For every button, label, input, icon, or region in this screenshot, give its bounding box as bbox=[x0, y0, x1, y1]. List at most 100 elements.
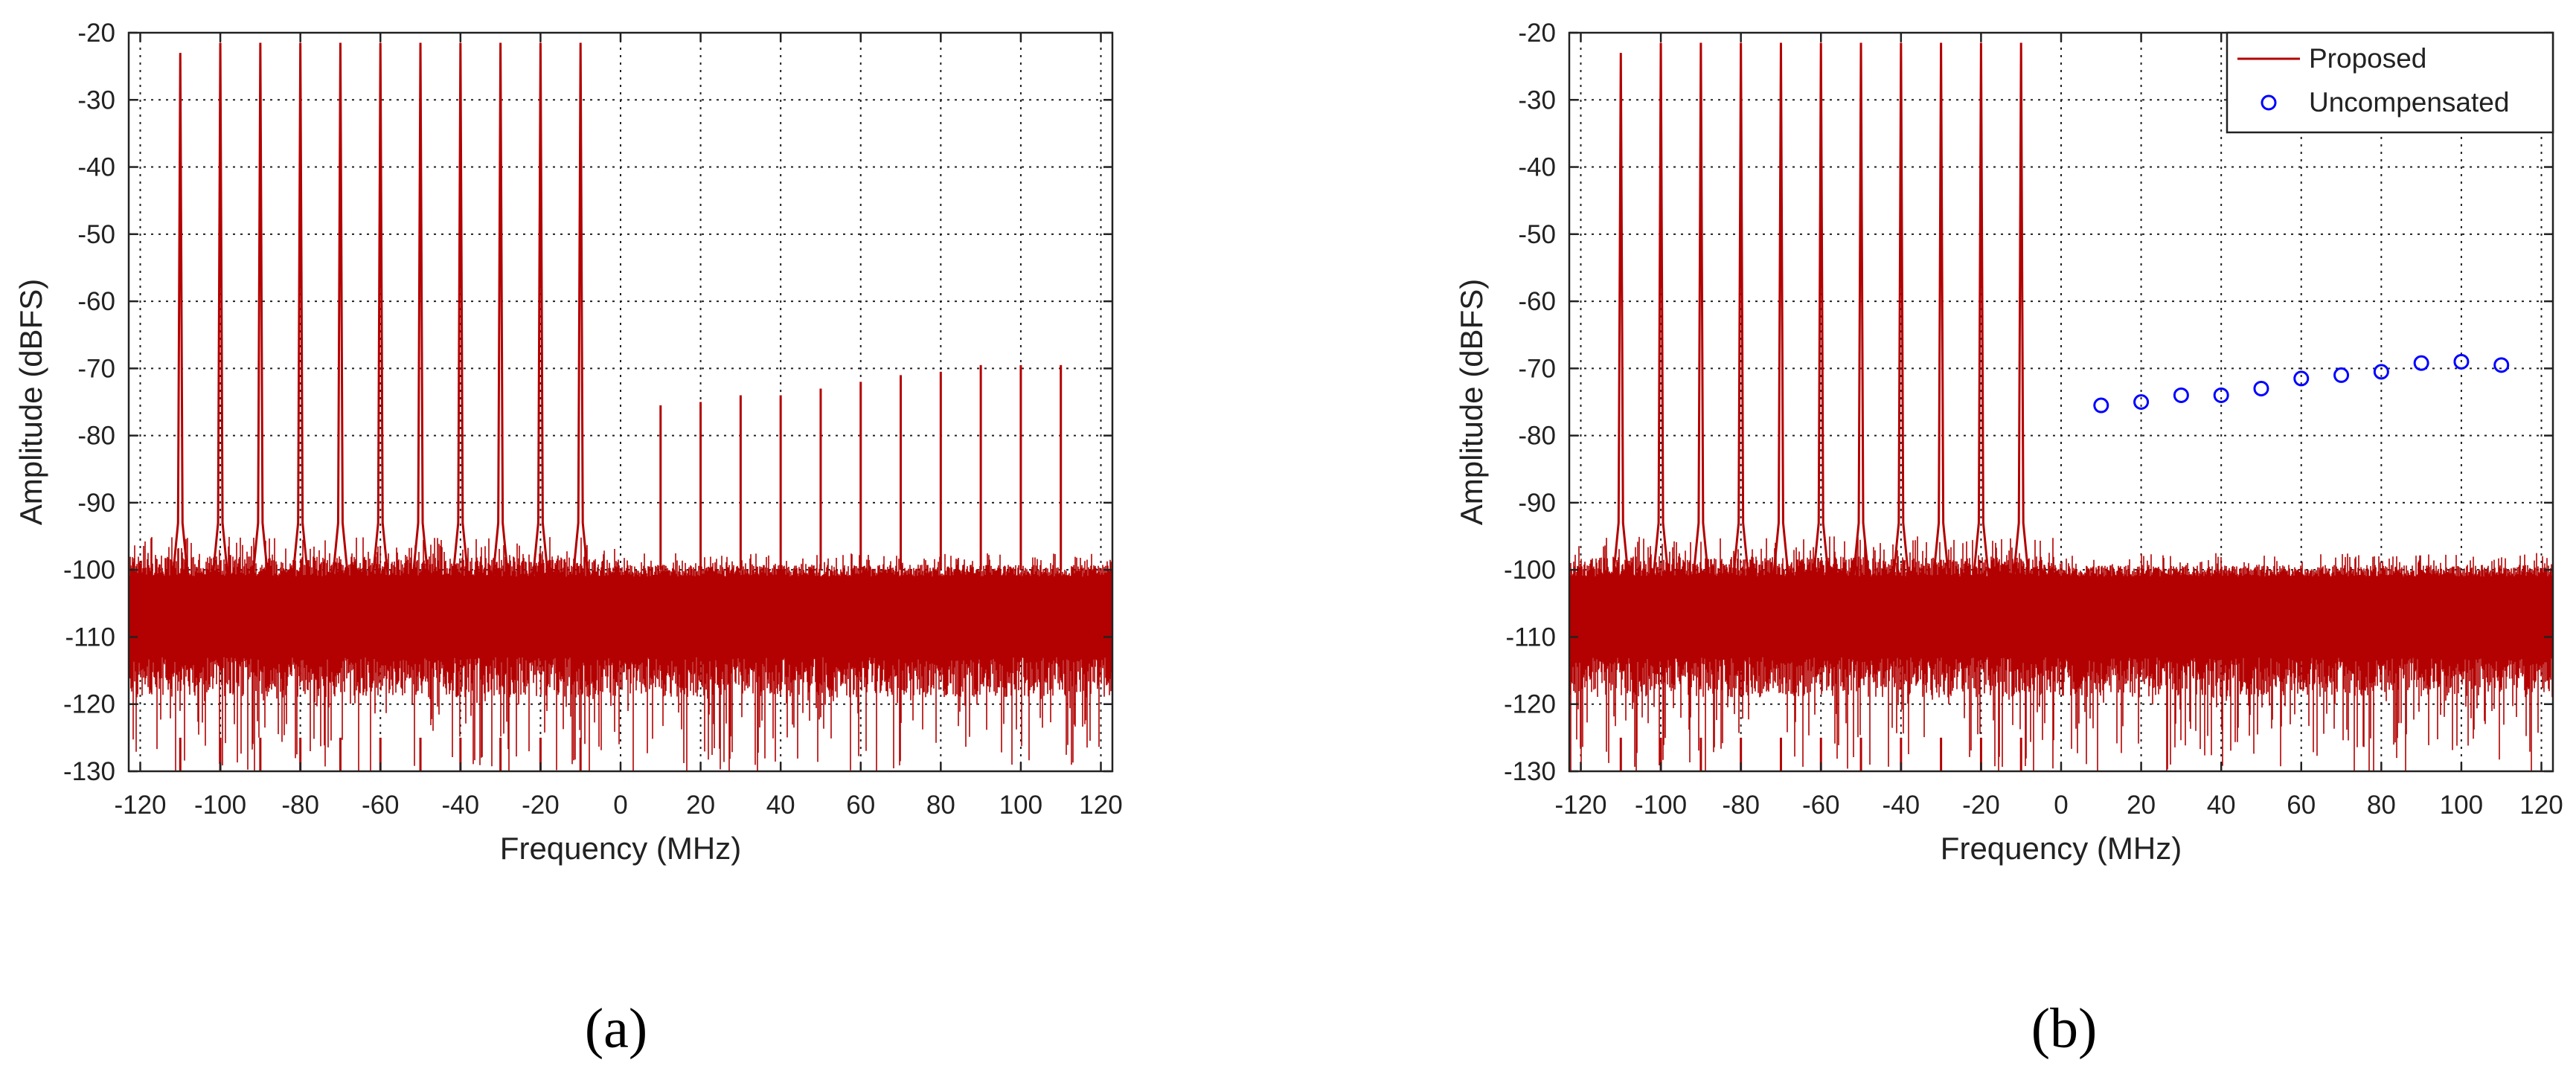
x-tick-label: -80 bbox=[281, 791, 319, 820]
x-tick-label: 60 bbox=[846, 791, 875, 820]
y-tick-label: -70 bbox=[77, 354, 115, 383]
legend-uncompensated-label: Uncompensated bbox=[2309, 87, 2509, 118]
x-tick-label: -40 bbox=[1883, 791, 1920, 820]
uncompensated-marker bbox=[2253, 380, 2269, 396]
tone-peak bbox=[251, 42, 269, 577]
panel-b-caption: (b) bbox=[2031, 997, 2098, 1060]
uncompensated-marker bbox=[2173, 387, 2189, 403]
y-axis-label: Amplitude (dBFS) bbox=[13, 279, 48, 525]
y-axis-label: Amplitude (dBFS) bbox=[1454, 279, 1489, 525]
y-tick-label: -130 bbox=[1504, 757, 1556, 786]
x-tick-label: -20 bbox=[1962, 791, 2000, 820]
y-tick-label: -20 bbox=[77, 19, 115, 48]
tone-peak bbox=[1692, 42, 1710, 577]
y-tick-label: -40 bbox=[1518, 153, 1556, 182]
uncompensated-marker bbox=[2453, 353, 2470, 370]
uncompensated-marker bbox=[2373, 364, 2389, 380]
x-tick-label: 60 bbox=[2287, 791, 2316, 820]
y-tick-label: -50 bbox=[1518, 220, 1556, 249]
tone-peak bbox=[1772, 42, 1790, 577]
y-tick-label: -120 bbox=[1504, 690, 1556, 719]
x-axis-label: Frequency (MHz) bbox=[500, 831, 741, 866]
y-tick-label: -60 bbox=[1518, 287, 1556, 316]
panel-b: -120 -100 -80 -60 -40 -20 0 20 40 60 80 100 120 -20 -3… bbox=[1454, 19, 2563, 866]
x-tick-label: 80 bbox=[2367, 791, 2396, 820]
x-tick-label: -60 bbox=[1802, 791, 1840, 820]
tone-peak bbox=[1932, 42, 1950, 577]
tone-peak bbox=[1972, 42, 1990, 577]
noise-floor-trace bbox=[129, 536, 1112, 771]
tone-peak bbox=[1852, 42, 1870, 577]
uncompensated-marker bbox=[2333, 367, 2350, 383]
x-tick-label: -80 bbox=[1722, 791, 1760, 820]
y-tick-label: -30 bbox=[77, 86, 115, 115]
x-tick-label: -120 bbox=[1554, 791, 1606, 820]
legend-uncompensated-swatch bbox=[2261, 94, 2277, 111]
x-tick-label: 120 bbox=[1079, 791, 1122, 820]
x-tick-label: 40 bbox=[2207, 791, 2236, 820]
tone-peak bbox=[292, 42, 310, 577]
tone-peak bbox=[531, 42, 549, 577]
y-tick-label: -110 bbox=[1506, 623, 1556, 652]
panel-a: -120 -100 -80 -60 -40 -20 0 20 40 60 80 100 120 -20 -3… bbox=[13, 19, 1123, 866]
x-tick-label: -100 bbox=[194, 791, 246, 820]
x-tick-label: 100 bbox=[2440, 791, 2483, 820]
panel-a-caption: (a) bbox=[585, 997, 647, 1060]
tone-peak bbox=[492, 42, 510, 577]
y-tick-label: -80 bbox=[77, 422, 115, 451]
trace-group bbox=[129, 42, 1112, 771]
y-tick-label: -90 bbox=[77, 489, 115, 518]
uncompensated-marker bbox=[2413, 355, 2429, 371]
uncompensated-marker bbox=[2133, 394, 2150, 410]
x-tick-label: -20 bbox=[522, 791, 560, 820]
tone-peak bbox=[171, 53, 189, 577]
y-tick-label: -80 bbox=[1518, 422, 1556, 451]
x-tick-label: 0 bbox=[613, 791, 627, 820]
y-tick-label: -90 bbox=[1518, 489, 1556, 518]
tone-peak bbox=[571, 42, 589, 577]
tone-peak bbox=[1612, 53, 1630, 577]
x-tick-label: 120 bbox=[2519, 791, 2563, 820]
x-tick-label: -40 bbox=[442, 791, 480, 820]
noise-floor-trace bbox=[1569, 536, 2553, 771]
y-tick-label: -20 bbox=[1518, 19, 1556, 48]
x-tick-label: -60 bbox=[362, 791, 400, 820]
tone-peak bbox=[452, 42, 470, 577]
tone-peak bbox=[2012, 42, 2030, 577]
x-tick-label: -120 bbox=[114, 791, 166, 820]
legend: Proposed Uncompensated bbox=[2226, 31, 2554, 134]
y-tick-label: -70 bbox=[1518, 354, 1556, 383]
x-tick-label: 80 bbox=[926, 791, 955, 820]
tone-peak bbox=[211, 42, 229, 577]
trace-group bbox=[1569, 42, 2553, 771]
x-tick-label: 40 bbox=[766, 791, 795, 820]
uncompensated-marker bbox=[2213, 387, 2229, 403]
y-tick-label: -50 bbox=[77, 220, 115, 249]
x-tick-label: -100 bbox=[1635, 791, 1687, 820]
x-tick-label: 20 bbox=[686, 791, 715, 820]
y-tick-label: -30 bbox=[1518, 86, 1556, 115]
y-tick-label: -130 bbox=[63, 757, 115, 786]
tone-peak bbox=[1652, 42, 1670, 577]
x-tick-label: 100 bbox=[999, 791, 1042, 820]
x-tick-label: 20 bbox=[2127, 791, 2156, 820]
tone-peak bbox=[1732, 42, 1750, 577]
y-tick-label: -100 bbox=[63, 556, 115, 585]
x-axis-label: Frequency (MHz) bbox=[1941, 831, 2182, 866]
tone-peak bbox=[1812, 42, 1830, 577]
tone-peak bbox=[331, 42, 349, 577]
y-tick-label: -60 bbox=[77, 287, 115, 316]
y-tick-label: -120 bbox=[63, 690, 115, 719]
uncompensated-marker bbox=[2093, 397, 2109, 414]
uncompensated-marker bbox=[2493, 357, 2510, 373]
x-tick-label: 0 bbox=[2054, 791, 2068, 820]
tone-peak bbox=[411, 42, 429, 577]
legend-proposed-label: Proposed bbox=[2309, 43, 2426, 74]
y-tick-label: -40 bbox=[77, 153, 115, 182]
y-tick-label: -110 bbox=[65, 623, 115, 652]
tone-peak bbox=[1892, 42, 1910, 577]
y-tick-label: -100 bbox=[1504, 556, 1556, 585]
uncompensated-marker bbox=[2293, 370, 2310, 387]
legend-box bbox=[2226, 31, 2554, 134]
